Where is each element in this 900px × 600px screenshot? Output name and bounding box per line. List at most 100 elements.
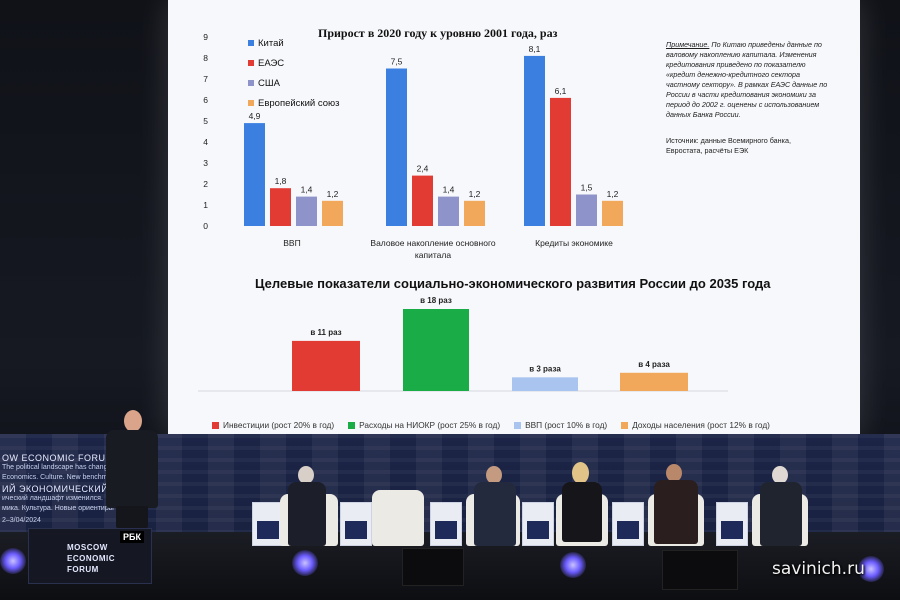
bar-value-label: 1,5 — [581, 183, 593, 193]
backdrop-line: ический ландшафт изменился. — [2, 495, 103, 502]
stage-light — [858, 556, 884, 582]
legend-label: ВВП (рост 10% в год) — [525, 420, 608, 430]
chart1-title: Прирост в 2020 году к уровню 2001 года, … — [318, 26, 558, 40]
y-tick-label: 7 — [203, 74, 208, 84]
panelist-head — [298, 466, 314, 484]
legend-item: Инвестиции (рост 20% в год) — [212, 420, 334, 430]
category-label: Кредиты экономике — [535, 238, 613, 248]
chart1-note: Примечание. По Китаю приведены данные по… — [666, 40, 832, 120]
backdrop-line: Economics. Culture. New benchmarks — [2, 474, 121, 481]
target-bar-label: в 3 раза — [529, 364, 561, 373]
legend-label: Инвестиции (рост 20% в год) — [223, 420, 335, 430]
legend-swatch — [248, 100, 254, 106]
legend-label: США — [258, 78, 281, 89]
target-bar — [512, 377, 578, 391]
panelist-suit — [474, 482, 516, 546]
stage-monitor — [402, 548, 464, 586]
legend-swatch — [348, 421, 356, 429]
speaker-head — [124, 410, 142, 432]
legend-label: Китай — [258, 38, 284, 49]
y-tick-label: 1 — [203, 200, 208, 210]
bar-европейский союз — [602, 200, 623, 226]
target-bar — [620, 372, 688, 391]
bar-сша — [438, 196, 459, 226]
y-tick-label: 2 — [203, 179, 208, 189]
logo-line: FORUM — [67, 565, 99, 574]
bar-value-label: 8,1 — [529, 44, 541, 54]
panelist-head — [572, 462, 589, 484]
legend-swatch — [248, 40, 254, 46]
charts-svg: 0 1 2 3 4 5 6 7 8 9 4,9 1,8 1,4 1,2 7,5 2,4 1,4 1,2 8,1 6,1… — [198, 32, 728, 392]
empty-chair — [372, 490, 424, 546]
bar-еаэс — [412, 175, 433, 226]
speaker-suit — [106, 430, 158, 508]
stage-light — [0, 548, 26, 574]
bar-value-label: 1,4 — [301, 185, 313, 195]
category-label: Валовое накопление основного капитала — [370, 238, 495, 260]
rbk-logo: РБК — [120, 531, 144, 543]
target-bar-label: в 4 раза — [638, 360, 670, 369]
y-tick-label: 8 — [203, 53, 208, 63]
bar-китай — [386, 68, 407, 226]
target-bar-label: в 11 раз — [310, 328, 341, 337]
bar-value-label: 1,4 — [443, 185, 455, 195]
legend-swatch — [248, 80, 254, 86]
y-tick-label: 5 — [203, 116, 208, 126]
category-label: ВВП — [283, 238, 300, 248]
bar-value-label: 7,5 — [391, 57, 403, 67]
panelist-head — [486, 466, 502, 484]
legend-swatch — [514, 421, 522, 429]
panelist-head — [772, 466, 788, 484]
table-plate — [345, 521, 367, 539]
legend-swatch — [212, 421, 219, 429]
y-tick-label: 6 — [203, 95, 208, 105]
bar-европейский союз — [322, 200, 343, 226]
backdrop-line: 2–3/04/2024 — [2, 517, 41, 524]
panelist-head — [666, 464, 682, 482]
logo-line: ECONOMIC — [67, 554, 115, 563]
legend-item: Расходы на НИОКР (рост 25% в год) — [348, 420, 500, 430]
note-text: По Китаю приведены данные по валовому на… — [666, 40, 828, 119]
backdrop-line: мика. Культура. Новые ориентиры — [2, 505, 114, 512]
stage-light — [292, 550, 318, 576]
logo-line: MOSCOW — [67, 543, 108, 552]
bar-еаэс — [550, 97, 571, 227]
legend-label: ЕАЭС — [258, 58, 284, 69]
legend-label: Европейский союз — [258, 98, 339, 109]
bar-value-label: 2,4 — [417, 164, 429, 174]
panelist-suit — [562, 482, 602, 542]
table-plate — [257, 521, 279, 539]
legend-label: Расходы на НИОКР (рост 25% в год) — [359, 420, 501, 430]
note-lead: Примечание. — [666, 40, 710, 49]
side-table — [612, 502, 644, 546]
chart2-legend: Инвестиции (рост 20% в год) Расходы на НИ… — [212, 420, 812, 430]
y-tick-label: 0 — [203, 221, 208, 231]
legend-item: ВВП (рост 10% в год) — [514, 420, 607, 430]
backdrop-line: OW ECONOMIC FORUM — [2, 453, 114, 463]
bar-value-label: 4,9 — [249, 111, 261, 121]
bar-сша — [576, 194, 597, 226]
table-plate — [527, 521, 549, 539]
side-table — [430, 502, 462, 546]
side-table — [716, 502, 748, 546]
chart1-source: Источник: данные Всемирного банка, Еврос… — [666, 136, 791, 155]
table-plate — [435, 521, 457, 539]
panelist-suit — [654, 480, 698, 544]
y-tick-label: 3 — [203, 158, 208, 168]
panelist-suit — [760, 482, 802, 546]
legend-label: Доходы населения (рост 12% в год) — [632, 420, 770, 430]
watermark: savinich.ru — [772, 559, 865, 579]
backdrop-line: The political landscape has changed. — [2, 464, 118, 471]
panelist-suit — [288, 482, 326, 546]
legend-swatch — [248, 60, 254, 66]
side-table — [340, 502, 372, 546]
target-bar — [292, 340, 360, 391]
bar-value-label: 1,2 — [607, 189, 619, 199]
chart2-title: Целевые показатели социально-экономическ… — [255, 276, 771, 291]
target-bar-label: в 18 раз — [420, 296, 452, 305]
y-tick-label: 9 — [203, 32, 208, 42]
target-bar — [403, 309, 469, 391]
bar-value-label: 1,2 — [469, 189, 481, 199]
bar-value-label: 1,8 — [275, 176, 287, 186]
